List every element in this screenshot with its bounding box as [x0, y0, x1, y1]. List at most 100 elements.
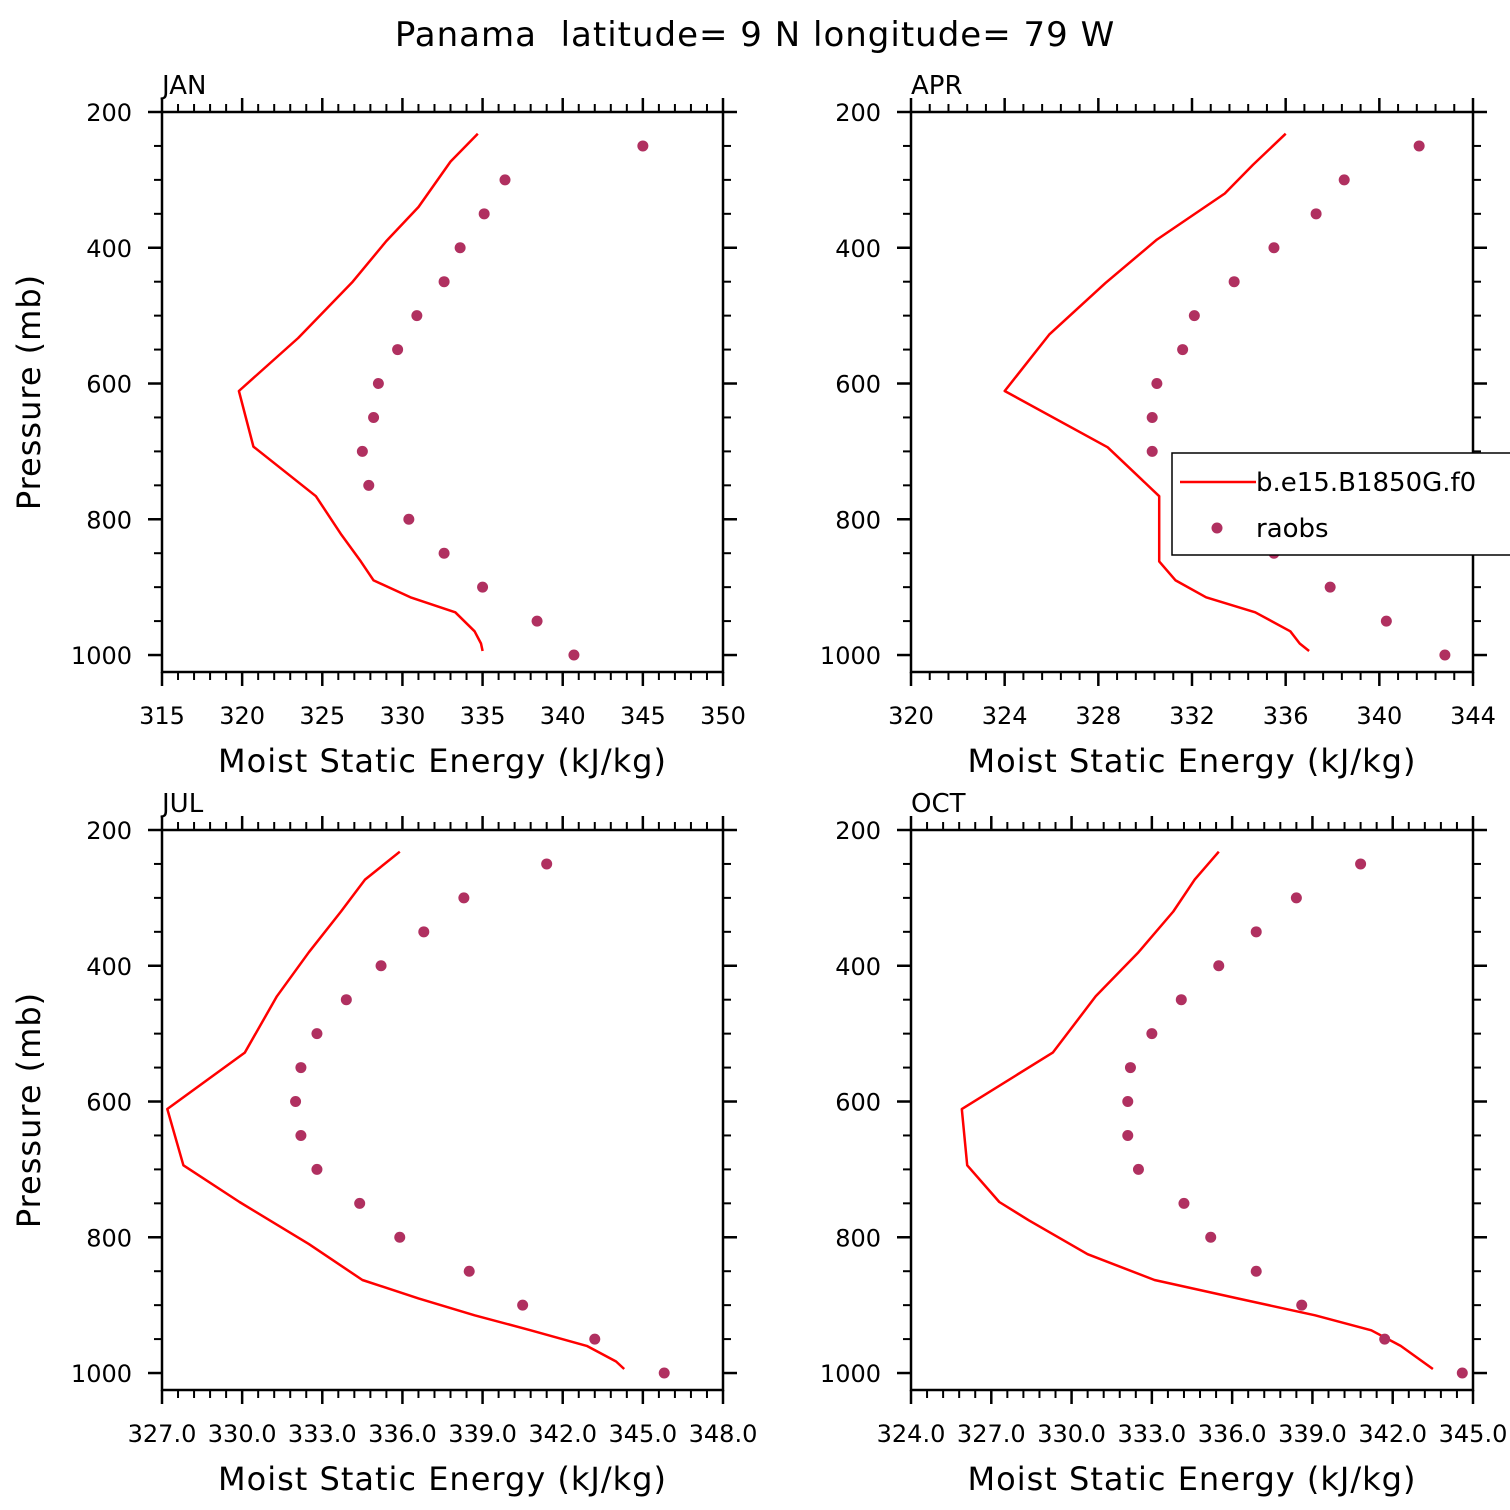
raobs-point [658, 1367, 670, 1379]
raobs-point [458, 892, 470, 904]
raobs-point [1205, 1231, 1217, 1243]
raobs-point [568, 649, 580, 661]
x-tick-label: 325 [299, 702, 345, 730]
y-tick-label: 600 [86, 371, 132, 399]
raobs-point [517, 1299, 529, 1311]
raobs-point [438, 547, 450, 559]
x-tick-label: 345.0 [1439, 1420, 1508, 1448]
x-tick-label: 332 [1169, 702, 1215, 730]
raobs-point [394, 1231, 406, 1243]
raobs-point [438, 276, 450, 288]
raobs-point [477, 581, 489, 593]
x-tick-label: 328 [1075, 702, 1121, 730]
raobs-point [311, 1163, 323, 1175]
raobs-point [499, 174, 511, 186]
plot-frame [160, 110, 725, 674]
panel-apr: APR 320 324 328 332 336 340 344 200 400 600 800 1000… [820, 71, 1496, 780]
x-axis-label: Moist Static Energy (kJ/kg) [968, 742, 1417, 780]
model-line-series [960, 850, 1434, 1371]
figure-title: Panama latitude= 9 N longitude= 79 W [395, 15, 1115, 55]
x-tick-label: 345.0 [608, 1420, 677, 1448]
raobs-point [368, 411, 380, 423]
panel-label: APR [911, 71, 963, 101]
raobs-point [637, 140, 649, 152]
y-tick-label: 1000 [820, 1360, 881, 1388]
raobs-point [1124, 1062, 1136, 1074]
raobs-point [1178, 1197, 1190, 1209]
raobs-point [295, 1129, 307, 1141]
raobs-point [1213, 960, 1225, 972]
raobs-point [354, 1197, 366, 1209]
x-tick-label: 339.0 [1278, 1420, 1347, 1448]
x-tick-label: 315 [139, 702, 185, 730]
plot-area [1003, 132, 1451, 661]
raobs-point [1146, 1028, 1158, 1040]
plot-area [166, 850, 670, 1379]
legend: b.e15.B1850G.f0 raobs [1171, 452, 1510, 556]
y-tick-label: 600 [86, 1089, 132, 1117]
x-tick-label: 333.0 [1117, 1420, 1186, 1448]
x-tick-label: 330 [380, 702, 426, 730]
raobs-point [1188, 310, 1200, 322]
raobs-point [1177, 344, 1189, 356]
raobs-point [1338, 174, 1350, 186]
y-tick-label: 200 [86, 99, 132, 127]
legend-label-raobs: raobs [1256, 514, 1329, 544]
y-tick-label: 1000 [820, 642, 881, 670]
raobs-point [1310, 208, 1322, 220]
panel-label: JAN [160, 71, 206, 101]
raobs-point [1296, 1299, 1308, 1311]
y-tick-label: 800 [86, 506, 132, 534]
y-tick-label: 800 [86, 1224, 132, 1252]
y-tick-label: 400 [835, 953, 881, 981]
raobs-point [1439, 649, 1451, 661]
raobs-point [418, 926, 430, 938]
raobs-point [363, 479, 375, 491]
x-tick-label: 336 [1263, 702, 1309, 730]
y-tick-label: 400 [86, 953, 132, 981]
raobs-point [290, 1096, 302, 1108]
raobs-point [295, 1062, 307, 1074]
raobs-point [1146, 445, 1158, 457]
y-tick-label: 1000 [71, 1360, 132, 1388]
raobs-point [541, 858, 553, 870]
x-tick-label: 336.0 [368, 1420, 437, 1448]
raobs-point [1324, 581, 1336, 593]
raobs-point [1250, 1265, 1262, 1277]
raobs-point [392, 344, 404, 356]
x-axis-label: Moist Static Energy (kJ/kg) [218, 1460, 667, 1498]
y-tick-label: 1000 [71, 642, 132, 670]
raobs-point [1228, 276, 1240, 288]
raobs-point [1151, 378, 1163, 390]
x-tick-label: 330.0 [1037, 1420, 1106, 1448]
raobs-point [463, 1265, 475, 1277]
raobs-point [411, 310, 423, 322]
x-tick-label: 324.0 [877, 1420, 946, 1448]
raobs-point [340, 994, 352, 1006]
raobs-point [1413, 140, 1425, 152]
plot-frame [909, 110, 1475, 674]
x-tick-label: 348.0 [689, 1420, 758, 1448]
x-tick-label: 336.0 [1198, 1420, 1267, 1448]
x-tick-label: 340 [1356, 702, 1402, 730]
x-tick-label: 320 [888, 702, 934, 730]
plot-area [960, 850, 1468, 1379]
panel-jan: JAN 315 320 325 330 335 340 345 350 200 400 600 800 1… [10, 71, 746, 780]
y-tick-label: 400 [835, 235, 881, 263]
raobs-point [1380, 615, 1392, 627]
raobs-point [1146, 411, 1158, 423]
raobs-point [375, 960, 387, 972]
y-axis-label: Pressure (mb) [10, 992, 48, 1228]
legend-box [1171, 452, 1510, 556]
y-tick-label: 600 [835, 1089, 881, 1117]
plot-frame [160, 828, 725, 1392]
panel-label: JUL [160, 789, 204, 819]
plot-area [237, 132, 649, 661]
plot-frame [909, 828, 1475, 1392]
y-tick-label: 800 [835, 1224, 881, 1252]
x-tick-label: 324 [982, 702, 1028, 730]
raobs-point [1250, 926, 1262, 938]
x-tick-label: 344 [1450, 702, 1496, 730]
raobs-point [311, 1028, 323, 1040]
